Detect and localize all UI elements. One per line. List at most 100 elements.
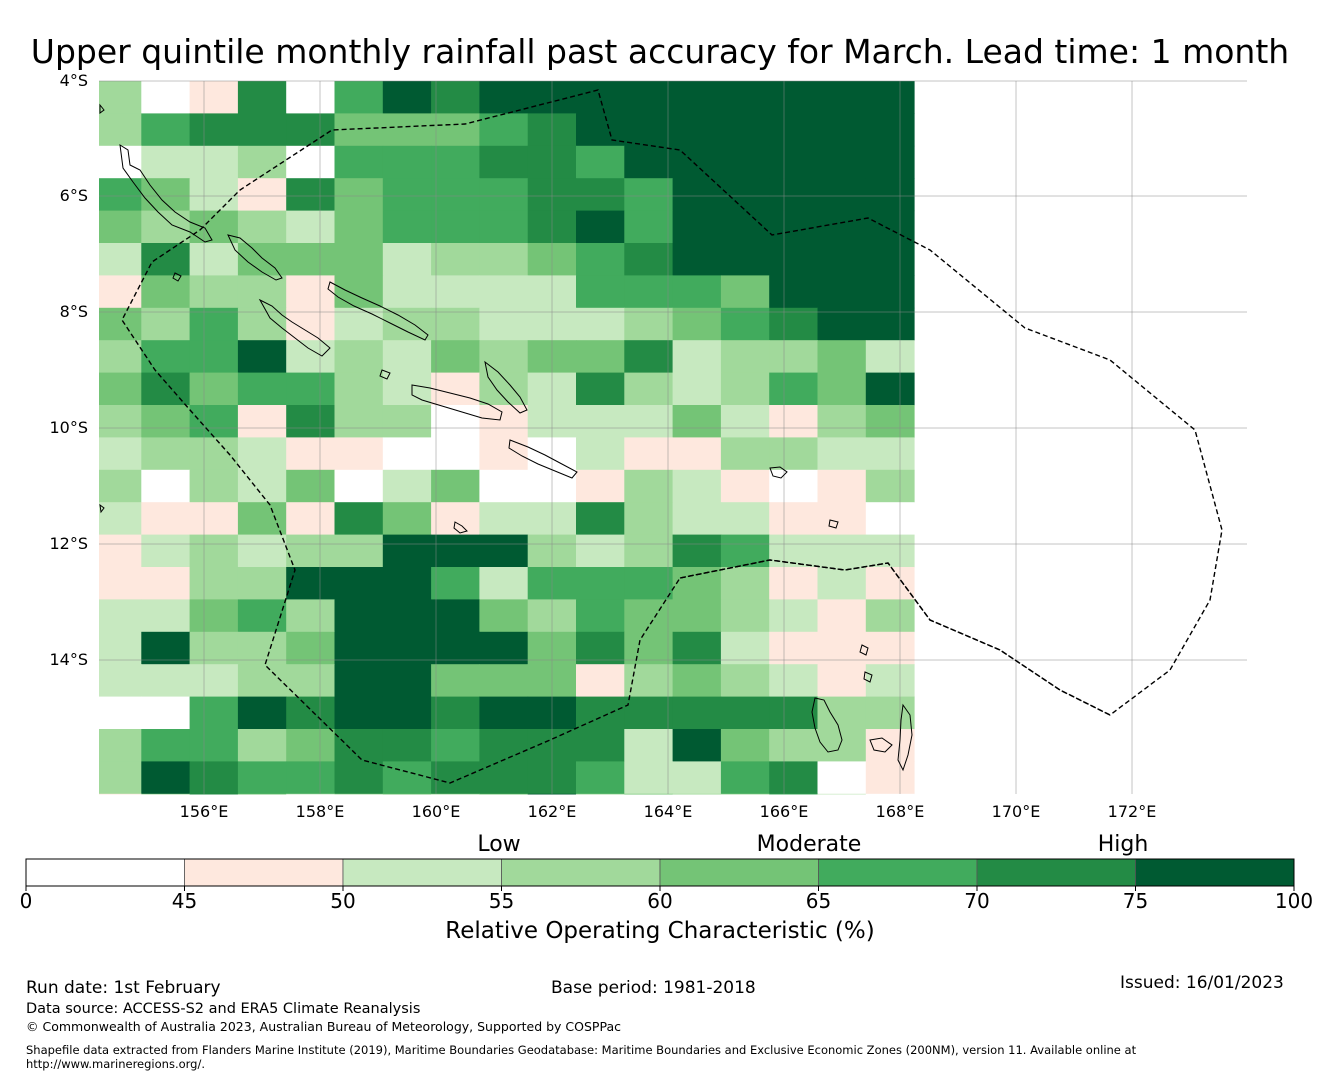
grid-cell	[141, 631, 191, 665]
accuracy-grid	[99, 81, 915, 795]
grid-cell	[99, 372, 142, 406]
grid-cell	[576, 469, 625, 503]
grid-cell	[189, 81, 239, 114]
grid-cell	[624, 534, 674, 568]
grid-cell	[237, 729, 287, 762]
latitude-label: 8°S	[59, 302, 88, 321]
grid-cell	[334, 340, 384, 374]
grid-cell	[99, 243, 142, 276]
grid-cell	[479, 502, 529, 536]
grid-cell	[672, 437, 722, 471]
grid-cell	[672, 372, 722, 406]
colorbar-segment	[976, 858, 1136, 887]
grid-cell	[431, 567, 480, 600]
grid-cell	[141, 793, 191, 795]
bougainville-island	[119, 144, 213, 243]
grid-cell	[189, 340, 239, 374]
colorbar-segment	[342, 858, 502, 887]
grid-cell	[286, 437, 335, 471]
malekula-island	[869, 737, 893, 753]
grid-cell	[431, 599, 480, 633]
grid-cell	[817, 599, 867, 633]
grid-cell	[286, 631, 335, 665]
grid-cell	[865, 502, 915, 536]
grid-cell	[479, 307, 529, 341]
grid-cell	[99, 81, 142, 114]
grid-cell	[286, 761, 335, 795]
grid-cell	[576, 761, 625, 795]
grid-cell	[576, 534, 625, 568]
grid-cell	[624, 113, 674, 147]
grid-cell	[99, 469, 142, 503]
grid-cell	[576, 599, 625, 633]
grid-cell	[431, 761, 480, 795]
grid-cell	[479, 372, 529, 406]
grid-cell	[769, 664, 818, 698]
grid-cell	[189, 307, 239, 341]
grid-cell	[189, 437, 239, 471]
grid-cell	[382, 469, 432, 503]
grid-cell	[769, 534, 818, 568]
grid-cell	[286, 178, 335, 212]
grid-cell	[720, 631, 770, 665]
grid-cell	[720, 793, 770, 795]
grid-cell	[382, 243, 432, 276]
grid-cell	[624, 664, 674, 698]
colorbar-tick-label: 55	[488, 889, 515, 913]
grid-cell	[237, 81, 287, 114]
grid-cell	[286, 210, 335, 244]
grid-cell	[865, 243, 915, 276]
grid-cell	[334, 81, 384, 114]
grid-cell	[672, 469, 722, 503]
grid-cell	[286, 729, 335, 762]
grid-cell	[865, 469, 915, 503]
grid-cell	[141, 307, 191, 341]
grid-cell	[817, 210, 867, 244]
grid-cell	[189, 761, 239, 795]
grid-cell	[672, 307, 722, 341]
grid-cell	[189, 534, 239, 568]
grid-cell	[624, 243, 674, 276]
grid-cell	[576, 793, 625, 795]
grid-cell	[769, 502, 818, 536]
grid-cell	[720, 664, 770, 698]
grid-cell	[865, 372, 915, 406]
grid-cell	[817, 534, 867, 568]
new-georgia-islands	[258, 298, 331, 357]
grid-cell	[672, 81, 722, 114]
grid-cell	[576, 502, 625, 536]
torres-islands	[769, 466, 788, 479]
santa-cruz-islands	[453, 521, 468, 534]
grid-cell	[141, 405, 191, 438]
grid-cell	[479, 567, 529, 600]
grid-cell	[334, 145, 384, 179]
grid-cell	[237, 502, 287, 536]
grid-cell	[99, 113, 142, 147]
grid-cell	[769, 113, 818, 147]
grid-cell	[865, 696, 915, 730]
longitude-label: 156°E	[179, 802, 229, 821]
grid-cell	[286, 372, 335, 406]
grid-cell	[769, 729, 818, 762]
grid-cell	[237, 243, 287, 276]
colorbar-tick-label: 65	[805, 889, 832, 913]
grid-cell	[141, 502, 191, 536]
grid-cell	[479, 793, 529, 795]
grid-cell	[624, 145, 674, 179]
grid-cell	[99, 275, 142, 309]
grid-cell	[720, 145, 770, 179]
grid-cell	[576, 664, 625, 698]
grid-cell	[382, 696, 432, 730]
grid-cell	[237, 696, 287, 730]
grid-cell	[334, 372, 384, 406]
grid-cell	[672, 340, 722, 374]
grid-cell	[141, 729, 191, 762]
malaita-island	[484, 360, 528, 414]
grid-cell	[865, 631, 915, 665]
grid-cell	[189, 178, 239, 212]
grid-cell	[286, 696, 335, 730]
grid-cell	[624, 81, 674, 114]
grid-cell	[141, 469, 191, 503]
grid-cell	[479, 145, 529, 179]
grid-cell	[479, 631, 529, 665]
